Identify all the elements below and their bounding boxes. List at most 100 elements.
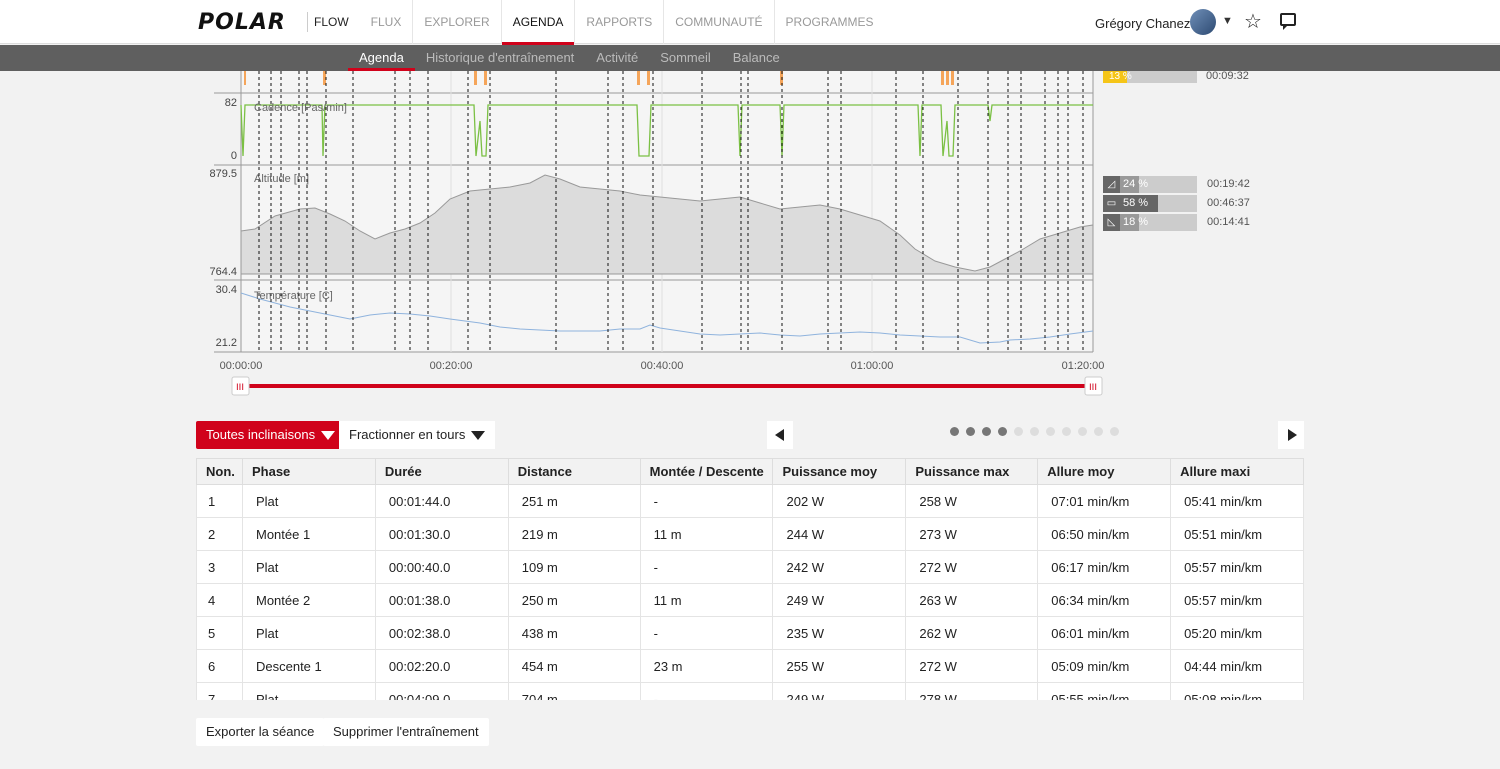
incline-filter-label: Toutes inclinaisons (206, 427, 316, 442)
table-row[interactable]: 3 Plat 00:00:40.0 109 m -242 W 272 W 06:17 min… (196, 550, 1304, 584)
table-cell: 235 W (772, 616, 907, 650)
table-cell: 05:09 min/km (1037, 649, 1172, 683)
avatar[interactable] (1190, 9, 1216, 35)
star-icon[interactable]: ☆ (1244, 11, 1262, 33)
zone-mark (323, 71, 326, 85)
x-tick: 00:40:00 (641, 360, 684, 372)
zone-bar-time: 00:09:32 (1206, 71, 1249, 82)
polar-logo[interactable]: POLAR (198, 10, 286, 35)
table-cell: 263 W (905, 583, 1039, 617)
nav-agenda[interactable]: AGENDA (501, 0, 576, 45)
column-header[interactable]: Puissance max (905, 458, 1039, 485)
zone-mark (941, 71, 944, 85)
tab-activite[interactable]: Activité (596, 50, 639, 65)
zone-mark (244, 71, 246, 85)
laps-table-container[interactable]: Non. Phase Durée Distance Montée / Desce… (196, 458, 1304, 700)
incline-filter-dropdown[interactable]: Toutes inclinaisons (196, 421, 346, 449)
pager-dot[interactable] (982, 427, 991, 436)
training-chart-svg: 13 % 00:09:32 82 0 879.5 764.4 30.4 21.2… (209, 70, 1249, 396)
table-cell: 249 W (772, 682, 907, 700)
table-row[interactable]: 1 Plat 00:01:44.0 251 m -202 W 258 W 07:01 min… (196, 484, 1304, 518)
table-cell: 244 W (772, 517, 907, 551)
cadence-line (240, 104, 1093, 157)
prev-page-button[interactable] (767, 421, 793, 449)
table-cell: - (639, 682, 774, 700)
table-cell: Montée 1 (241, 517, 376, 551)
chevron-down-icon[interactable]: ▼ (1222, 15, 1233, 27)
temperature-label: Température [C] (254, 290, 333, 302)
column-header[interactable]: Allure moy (1037, 458, 1172, 485)
table-row[interactable]: 6 Descente 1 00:02:20.0 454 m 23 m 255 W 272 W… (196, 649, 1304, 683)
nav-flow[interactable]: FLOW (314, 15, 349, 29)
split-laps-dropdown[interactable]: Fractionner en tours (339, 421, 496, 449)
pager-dot[interactable] (1046, 427, 1055, 436)
table-cell: 219 m (507, 517, 641, 551)
tab-historique[interactable]: Historique d'entraînement (425, 50, 575, 65)
incline-percent: 24 % (1123, 178, 1149, 190)
table-cell: 07:01 min/km (1037, 484, 1172, 518)
table-row[interactable]: 2 Montée 1 00:01:30.0 219 m 11 m 244 W 273 W 06… (196, 517, 1304, 551)
pager-dot[interactable] (1062, 427, 1071, 436)
user-name[interactable]: Grégory Chanez (1095, 16, 1191, 31)
uphill-icon: ◿ (1103, 176, 1120, 193)
table-cell: 05:57 min/km (1170, 583, 1304, 617)
pager-dot[interactable] (950, 427, 959, 436)
main-nav: FLOW FLUX EXPLORER AGENDA RAPPORTS COMMU… (314, 0, 885, 45)
cadence-min: 0 (231, 150, 237, 162)
table-row[interactable]: 4 Montée 2 00:01:38.0 250 m 11 m 249 W 263 W 06… (196, 583, 1304, 617)
pager-dot[interactable] (998, 427, 1007, 436)
nav-flux[interactable]: FLUX (360, 0, 414, 44)
cadence-panel-bg (241, 93, 1093, 165)
table-cell: 3 (196, 550, 243, 584)
range-slider-track[interactable] (241, 384, 1093, 388)
table-cell: 272 W (905, 550, 1039, 584)
table-row[interactable]: 5 Plat 00:02:38.0 438 m -235 W 262 W 06:01 min… (196, 616, 1304, 650)
table-cell: Montée 2 (241, 583, 376, 617)
table-cell: 109 m (507, 550, 641, 584)
nav-rapports[interactable]: RAPPORTS (575, 0, 665, 44)
table-cell: - (639, 484, 774, 518)
table-cell: 250 m (507, 583, 641, 617)
nav-programmes[interactable]: PROGRAMMES (785, 15, 874, 29)
table-row[interactable]: 7 Plat 00:04:09.0 704 m -249 W 278 W 05:55 min… (196, 682, 1304, 700)
cadence-max: 82 (225, 97, 237, 109)
column-header[interactable]: Non. (196, 458, 243, 485)
table-cell: 272 W (905, 649, 1039, 683)
table-cell: - (639, 616, 774, 650)
zone-bar-label: 13 % (1109, 71, 1132, 82)
tab-balance[interactable]: Balance (732, 50, 780, 65)
column-header[interactable]: Durée (374, 458, 509, 485)
pager-dot[interactable] (1094, 427, 1103, 436)
nav-communaute[interactable]: COMMUNAUTÉ (664, 0, 775, 44)
delete-training-button[interactable]: Supprimer l'entraînement (323, 718, 489, 746)
tab-sommeil[interactable]: Sommeil (660, 50, 711, 65)
chat-icon[interactable] (1280, 13, 1296, 30)
pager-dot[interactable] (1030, 427, 1039, 436)
pager-dot[interactable] (1078, 427, 1087, 436)
zone-mark (946, 71, 949, 85)
column-header[interactable]: Distance (507, 458, 641, 485)
table-cell: 05:08 min/km (1170, 682, 1304, 700)
export-session-button[interactable]: Exporter la séance (196, 718, 325, 746)
pager-dot[interactable] (1014, 427, 1023, 436)
column-header[interactable]: Montée / Descente (639, 458, 774, 485)
lap-lines (258, 71, 1084, 352)
range-handle-right[interactable] (1084, 376, 1103, 396)
pager-dots (950, 427, 1119, 436)
column-header[interactable]: Allure maxi (1170, 458, 1304, 485)
next-page-button[interactable] (1278, 421, 1304, 449)
incline-percent: 18 % (1123, 216, 1149, 228)
table-cell: 11 m (639, 583, 774, 617)
column-header[interactable]: Puissance moy (772, 458, 907, 485)
range-handle-left[interactable] (231, 376, 250, 396)
tab-agenda[interactable]: Agenda (348, 45, 415, 71)
column-header[interactable]: Phase (241, 458, 376, 485)
zone-mark (484, 71, 487, 85)
pager-dot[interactable] (1110, 427, 1119, 436)
pager-dot[interactable] (966, 427, 975, 436)
nav-explorer[interactable]: EXPLORER (413, 0, 502, 44)
table-cell: 249 W (772, 583, 907, 617)
zone-mark (637, 71, 640, 85)
x-tick: 00:00:00 (220, 360, 263, 372)
training-chart[interactable]: 13 % 00:09:32 82 0 879.5 764.4 30.4 21.2… (0, 70, 1500, 401)
